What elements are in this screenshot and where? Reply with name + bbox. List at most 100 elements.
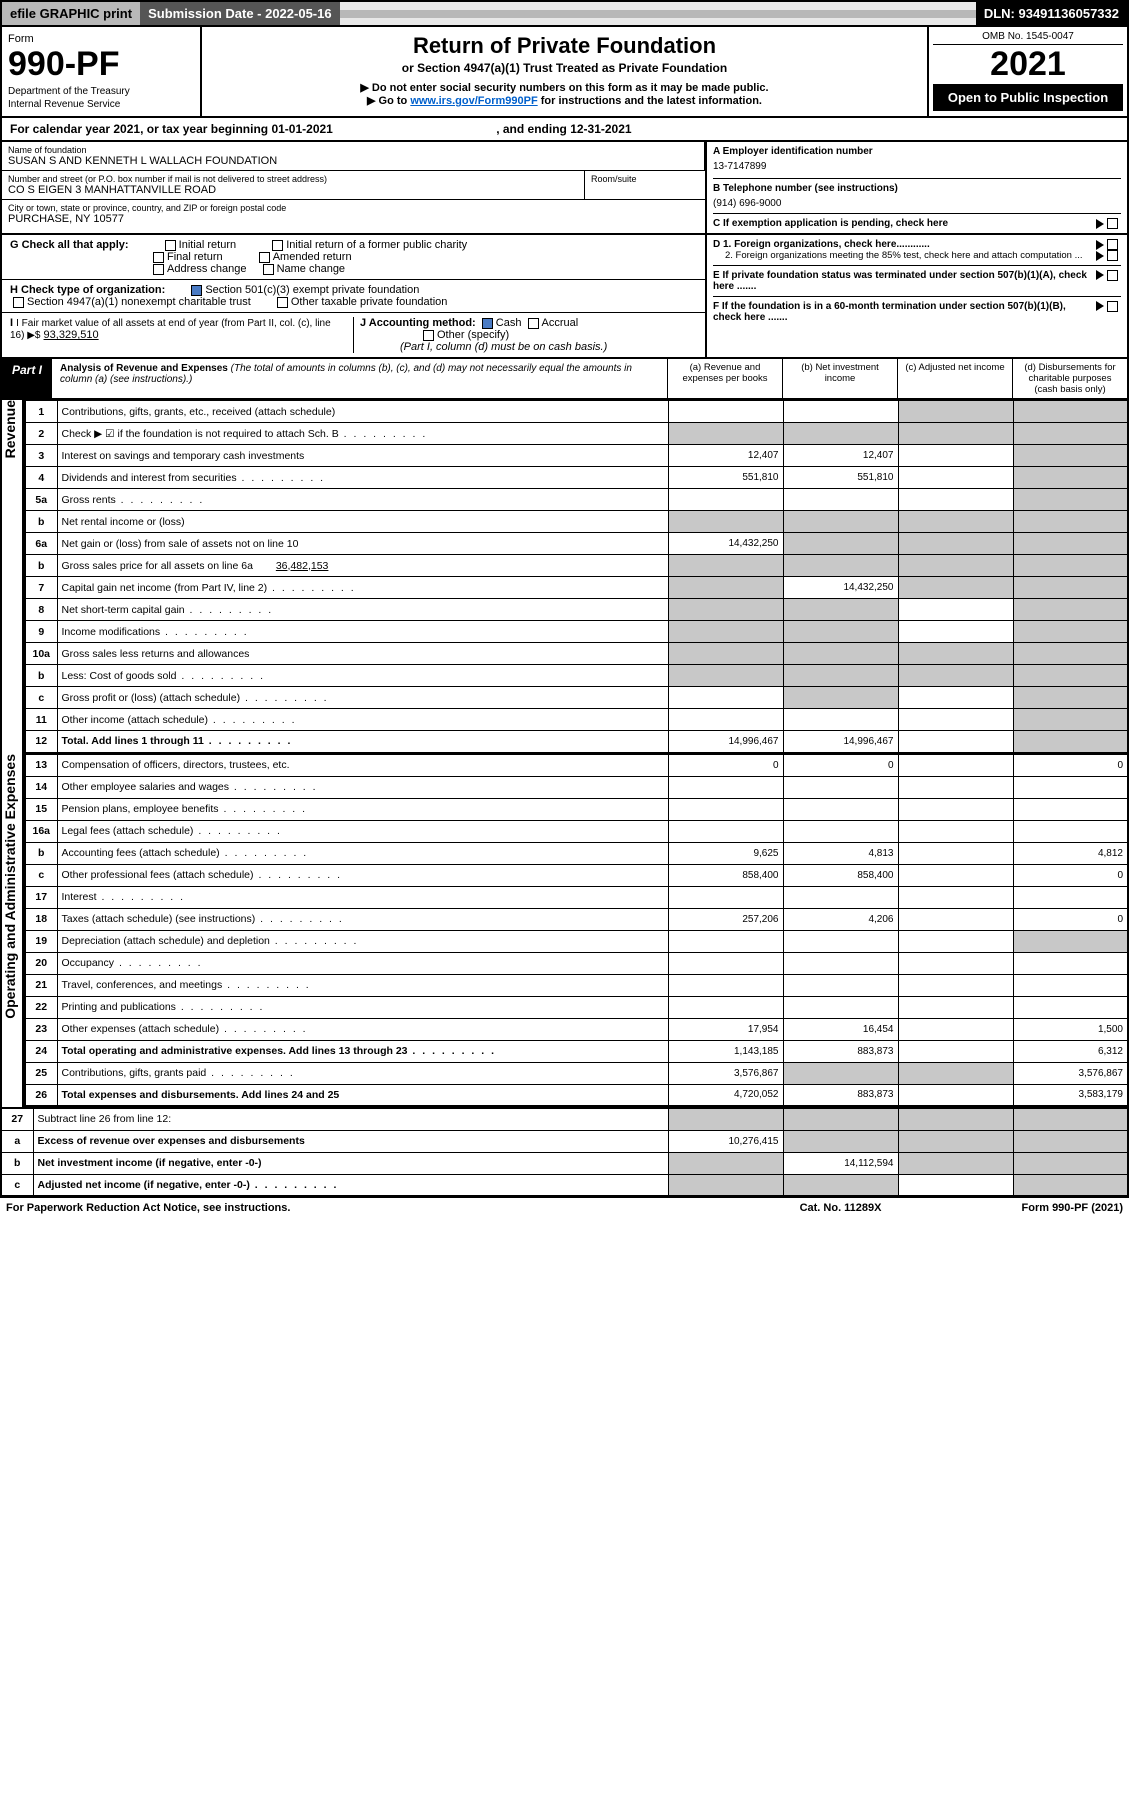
subtract-table: 27Subtract line 26 from line 12:aExcess … [0,1107,1129,1197]
form-title: Return of Private Foundation [212,33,917,59]
table-row: 10aGross sales less returns and allowanc… [25,643,1128,665]
f-label: F If the foundation is in a 60-month ter… [713,301,1096,323]
page-footer: For Paperwork Reduction Act Notice, see … [0,1197,1129,1218]
h2-checkbox[interactable] [13,297,24,308]
g-label: G Check all that apply: [10,239,129,251]
table-row: bAccounting fees (attach schedule)9,6254… [25,842,1128,864]
table-row: bNet rental income or (loss) [25,511,1128,533]
identity-left: Name of foundation SUSAN S AND KENNETH L… [2,142,707,233]
g2-checkbox[interactable] [272,240,283,251]
calendar-year-row: For calendar year 2021, or tax year begi… [0,118,1129,142]
table-row: cGross profit or (loss) (attach schedule… [25,687,1128,709]
table-row: cOther professional fees (attach schedul… [25,864,1128,886]
d2-checkbox[interactable] [1107,250,1118,261]
f-checkbox[interactable] [1107,301,1118,312]
j-accrual-checkbox[interactable] [528,318,539,329]
table-row: 19Depreciation (attach schedule) and dep… [25,930,1128,952]
table-row: bNet investment income (if negative, ent… [1,1152,1128,1174]
top-bar: efile GRAPHIC print Submission Date - 20… [0,0,1129,27]
ein: 13-7147899 [713,161,1121,172]
table-row: 22Printing and publications [25,996,1128,1018]
checks-row: G Check all that apply: Initial return I… [0,235,1129,359]
table-row: 12Total. Add lines 1 through 1114,996,46… [25,731,1128,753]
e-label: E If private foundation status was termi… [713,270,1096,292]
table-row: 20Occupancy [25,952,1128,974]
table-row: 5aGross rents [25,489,1128,511]
foundation-name: SUSAN S AND KENNETH L WALLACH FOUNDATION [8,155,698,167]
table-row: aExcess of revenue over expenses and dis… [1,1130,1128,1152]
col-d-hdr: (d) Disbursements for charitable purpose… [1012,359,1127,398]
g4-checkbox[interactable] [259,252,270,263]
checks-right: D 1. Foreign organizations, check here..… [707,235,1127,357]
table-row: 27Subtract line 26 from line 12: [1,1108,1128,1130]
d1-label: D 1. Foreign organizations, check here..… [713,239,930,250]
submission-date: Submission Date - 2022-05-16 [140,2,340,25]
d2-label: 2. Foreign organizations meeting the 85%… [725,250,1083,261]
form-subtitle: or Section 4947(a)(1) Trust Treated as P… [212,61,917,75]
table-row: 3Interest on savings and temporary cash … [25,445,1128,467]
g1-checkbox[interactable] [165,240,176,251]
d1-checkbox[interactable] [1107,239,1118,250]
expenses-section: Operating and Administrative Expenses 13… [0,754,1129,1108]
col-b-hdr: (b) Net investment income [782,359,897,398]
header-right: OMB No. 1545-0047 2021 Open to Public In… [927,27,1127,116]
triangle-icon [1096,219,1104,229]
table-row: 24Total operating and administrative exp… [25,1040,1128,1062]
ein-label: A Employer identification number [713,146,1121,157]
name-label: Name of foundation [8,145,698,155]
triangle-icon [1096,251,1104,261]
footer-left: For Paperwork Reduction Act Notice, see … [6,1202,290,1214]
revenue-section: Revenue 1Contributions, gifts, grants, e… [0,400,1129,754]
topbar-spacer [340,10,976,18]
table-row: 9Income modifications [25,621,1128,643]
e-checkbox[interactable] [1107,270,1118,281]
checks-left: G Check all that apply: Initial return I… [2,235,707,357]
calendar-year: For calendar year 2021, or tax year begi… [2,118,640,140]
identity-right: A Employer identification number 13-7147… [707,142,1127,233]
part1-label: Part I [2,359,52,398]
dept-treasury: Department of the Treasury [8,86,194,97]
expenses-table: 13Compensation of officers, directors, t… [24,754,1129,1108]
table-row: 25Contributions, gifts, grants paid3,576… [25,1062,1128,1084]
telephone: (914) 696-9000 [713,198,1121,209]
g5-checkbox[interactable] [153,264,164,275]
j-other-checkbox[interactable] [423,330,434,341]
form990pf-link[interactable]: www.irs.gov/Form990PF [410,95,537,107]
c-label: C If exemption application is pending, c… [713,218,948,229]
j-cash-checkbox[interactable] [482,318,493,329]
table-row: 14Other employee salaries and wages [25,776,1128,798]
table-row: 17Interest [25,886,1128,908]
header-left: Form 990-PF Department of the Treasury I… [2,27,202,116]
table-row: 7Capital gain net income (from Part IV, … [25,577,1128,599]
oae-vlabel: Operating and Administrative Expenses [0,754,24,1108]
c-checkbox[interactable] [1107,218,1118,229]
table-row: 11Other income (attach schedule) [25,709,1128,731]
address: CO S EIGEN 3 MANHATTANVILLE ROAD [8,184,578,196]
footer-mid: Cat. No. 11289X [800,1202,882,1214]
g3-checkbox[interactable] [153,252,164,263]
g6-checkbox[interactable] [263,264,274,275]
col-a-hdr: (a) Revenue and expenses per books [667,359,782,398]
table-row: 23Other expenses (attach schedule)17,954… [25,1018,1128,1040]
h1-checkbox[interactable] [191,285,202,296]
city-label: City or town, state or province, country… [8,203,699,213]
h3-checkbox[interactable] [277,297,288,308]
table-row: 15Pension plans, employee benefits [25,798,1128,820]
part1-header: Part I Analysis of Revenue and Expenses … [0,359,1129,400]
triangle-icon [1096,240,1104,250]
room-label: Room/suite [591,174,699,184]
part1-title: Analysis of Revenue and Expenses (The to… [52,359,667,398]
goto-note: ▶ Go to www.irs.gov/Form990PF for instru… [212,94,917,107]
form-number: 990-PF [8,45,194,84]
table-row: 18Taxes (attach schedule) (see instructi… [25,908,1128,930]
h-label: H Check type of organization: [10,284,165,296]
efile-label[interactable]: efile GRAPHIC print [2,2,140,25]
ssn-note: ▶ Do not enter social security numbers o… [212,81,917,94]
form-header: Form 990-PF Department of the Treasury I… [0,27,1129,118]
table-row: 13Compensation of officers, directors, t… [25,754,1128,776]
i-value: 93,329,510 [44,329,99,341]
footer-right: Form 990-PF (2021) [1022,1202,1124,1214]
tax-year: 2021 [933,45,1123,84]
table-row: cAdjusted net income (if negative, enter… [1,1174,1128,1196]
table-row: 1Contributions, gifts, grants, etc., rec… [25,401,1128,423]
